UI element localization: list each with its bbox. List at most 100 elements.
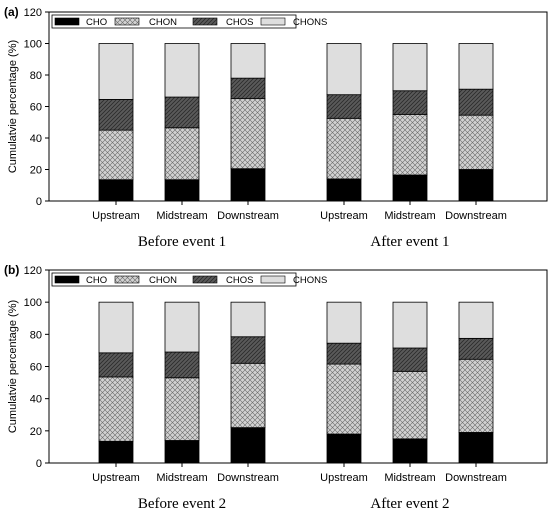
y-tick-label: 20 [30, 426, 42, 438]
y-tick-label: 60 [30, 362, 42, 374]
bar-segment-chon [458, 358, 494, 433]
legend-box [51, 272, 297, 287]
y-tick-label: 100 [24, 39, 42, 51]
bar-segment-chos [230, 336, 266, 364]
bar-segment-chos [164, 351, 200, 379]
x-category-label: Upstream [92, 210, 140, 222]
y-tick-label: 80 [30, 70, 42, 82]
bar-segment-chos [98, 99, 134, 131]
legend-swatch-chons [260, 17, 286, 26]
bar-segment-chon [326, 117, 362, 180]
legend-label-cho: CHO [86, 275, 107, 286]
legend-swatch-chos [192, 275, 218, 284]
bar-segment-cho [326, 433, 362, 464]
bar-segment-chons [230, 301, 266, 338]
group-label: After event 1 [370, 234, 449, 250]
bar-segment-chons [98, 301, 134, 354]
y-tick-label: 20 [30, 165, 42, 177]
x-category-label: Upstream [320, 472, 368, 484]
y-tick-label: 60 [30, 102, 42, 114]
bar-segment-chons [230, 43, 266, 79]
bar-segment-chon [164, 127, 200, 181]
x-category-label: Midstream [384, 472, 435, 484]
x-category-label: Downstream [445, 472, 507, 484]
bar-segment-cho [164, 440, 200, 464]
bar-segment-cho [392, 174, 428, 202]
x-category-label: Midstream [156, 472, 207, 484]
legend-label-chon: CHON [149, 275, 177, 286]
y-tick-label: 40 [30, 133, 42, 145]
bar-segment-chon [458, 114, 494, 170]
bar-segment-chons [164, 301, 200, 353]
legend-label-chos: CHOS [226, 275, 253, 286]
bar-segment-chon [230, 98, 266, 170]
bar-segment-chon [392, 113, 428, 176]
panel-label: (a) [4, 5, 19, 19]
bar-segment-chons [326, 301, 362, 344]
legend-label-chons: CHONS [293, 17, 327, 28]
y-tick-label: 40 [30, 394, 42, 406]
bar-segment-chons [458, 43, 494, 90]
legend-label-cho: CHO [86, 17, 107, 28]
x-category-label: Midstream [384, 210, 435, 222]
bar-segment-cho [230, 168, 266, 202]
legend-swatch-chons [260, 275, 286, 284]
bar-segment-chon [164, 377, 200, 441]
legend-label-chons: CHONS [293, 275, 327, 286]
legend-swatch-chon [114, 17, 140, 26]
bar-segment-chons [326, 43, 362, 96]
legend-swatch-chos [192, 17, 218, 26]
bar-segment-chon [98, 129, 134, 181]
bar-segment-chos [458, 337, 494, 360]
x-category-label: Midstream [156, 210, 207, 222]
legend-swatch-cho [54, 17, 80, 26]
bar-segment-chons [164, 43, 200, 98]
bar-segment-chos [98, 352, 134, 378]
bar-segment-chons [458, 301, 494, 339]
bar-segment-chon [230, 362, 266, 429]
x-category-label: Upstream [92, 472, 140, 484]
bar-segment-chos [392, 347, 428, 372]
x-category-label: Downstream [217, 472, 279, 484]
legend-label-chos: CHOS [226, 17, 253, 28]
bar-segment-chos [458, 88, 494, 116]
group-label: Before event 2 [138, 496, 226, 512]
group-label: Before event 1 [138, 234, 226, 250]
x-category-label: Downstream [217, 210, 279, 222]
bar-segment-chons [98, 43, 134, 100]
legend: CHO CHON CHOS CHONS [51, 272, 327, 287]
y-tick-label: 0 [36, 196, 42, 208]
bar-segment-chos [326, 342, 362, 365]
legend-label-chon: CHON [149, 17, 177, 28]
bar-segment-chon [326, 363, 362, 435]
bar-segment-cho [230, 427, 266, 464]
bar-segment-chons [392, 301, 428, 349]
bar-segment-chon [392, 370, 428, 440]
y-tick-label: 120 [24, 7, 42, 19]
y-axis-label: Cumulatvie percentage (%) [7, 40, 19, 173]
legend-box [51, 14, 297, 29]
bar-segment-cho [98, 440, 134, 464]
legend-swatch-cho [54, 275, 80, 284]
bar-segment-cho [392, 438, 428, 464]
y-tick-label: 100 [24, 297, 42, 309]
bar-segment-chons [392, 43, 428, 92]
bar-segment-cho [98, 179, 134, 202]
panel-label: (b) [4, 263, 19, 277]
bar-segment-cho [164, 179, 200, 202]
bar-segment-chos [392, 90, 428, 115]
bar-segment-cho [326, 178, 362, 202]
bar-segment-chos [326, 94, 362, 119]
legend-swatch-chon [114, 275, 140, 284]
y-tick-label: 80 [30, 329, 42, 341]
chart-panel-b: 0 20 40 60 80 100 120 Cumulatvie percentage (%)… [4, 263, 548, 512]
legend: CHO CHON CHOS CHONS [51, 14, 327, 29]
x-category-label: Upstream [320, 210, 368, 222]
x-category-label: Downstream [445, 210, 507, 222]
bar-segment-cho [458, 169, 494, 202]
y-axis-label: Cumulatvie percentage (%) [7, 300, 19, 433]
y-tick-label: 120 [24, 265, 42, 277]
chart-panel-a: 0 20 40 60 80 100 120 Cumulatvie percentage (%)… [4, 5, 548, 250]
group-label: After event 2 [370, 496, 449, 512]
